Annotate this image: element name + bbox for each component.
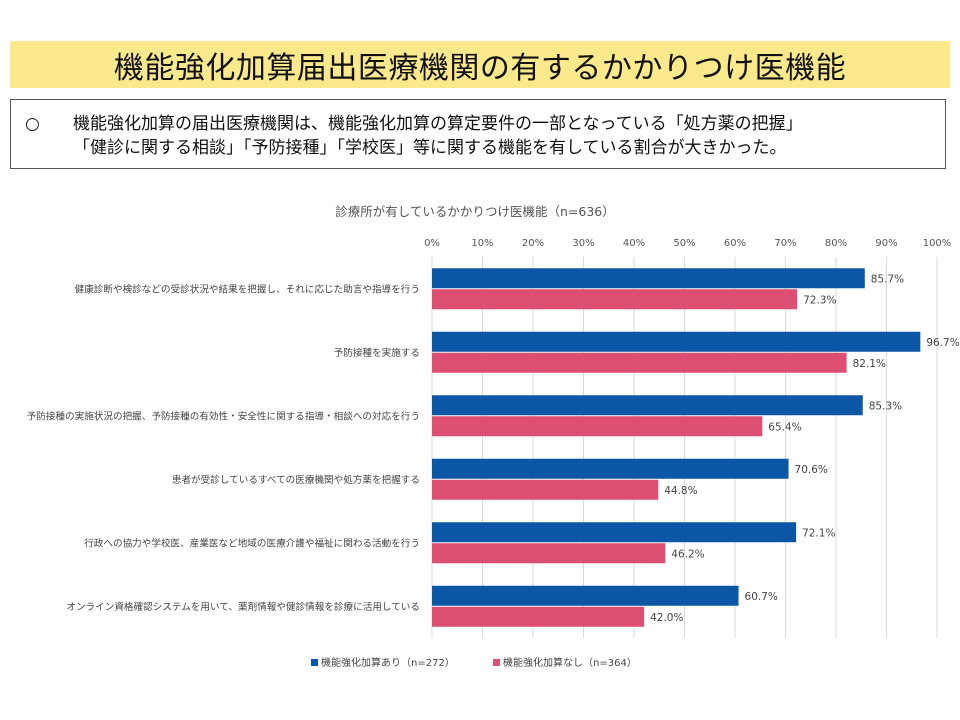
summary-text-1: 機能強化加算の届出医療機関は、機能強化加算の算定要件の一部となっている「処方薬の… — [73, 114, 803, 134]
bar — [432, 352, 847, 373]
x-tick-label: 20% — [522, 238, 544, 249]
data-label: 42.0% — [650, 612, 683, 624]
category-labels: 健康診断や検診などの受診状況や結果を把握し、それに応じた助言や指導を行う予防接種… — [27, 283, 420, 613]
x-tick-label: 40% — [623, 238, 645, 249]
data-label: 70.6% — [795, 464, 828, 476]
x-tick-label: 100% — [923, 238, 952, 249]
bar — [432, 606, 645, 627]
bar — [432, 289, 798, 310]
data-label: 44.8% — [664, 485, 697, 497]
category-label: 予防接種の実施状況の把握、予防接種の有効性・安全性に関する指導・相談への対応を行… — [27, 410, 420, 422]
chart-title: 診療所が有しているかかりつけ医機能（n=636） — [335, 204, 615, 219]
category-label: 健康診断や検診などの受診状況や結果を把握し、それに応じた助言や指導を行う — [75, 283, 420, 295]
bar — [432, 522, 797, 543]
summary-box: ○ 機能強化加算の届出医療機関は、機能強化加算の算定要件の一部となっている「処方薬… — [10, 99, 946, 169]
bullet-icon: ○ — [25, 114, 40, 134]
category-label: 予防接種を実施する — [334, 347, 420, 359]
data-label: 85.3% — [869, 400, 902, 412]
x-tick-label: 70% — [774, 238, 796, 249]
x-tick-label: 10% — [471, 238, 493, 249]
data-label: 46.2% — [671, 548, 704, 560]
bar — [432, 331, 921, 352]
bar — [432, 268, 865, 289]
page-title: 機能強化加算届出医療機関の有するかかりつけ医機能 — [113, 50, 847, 86]
bar — [432, 416, 763, 437]
title-band: 機能強化加算届出医療機関の有するかかりつけ医機能 — [10, 41, 950, 88]
legend-label: 機能強化加算あり（n=272） — [321, 656, 455, 669]
bar — [432, 395, 863, 416]
x-tick-label: 80% — [825, 238, 847, 249]
bar — [432, 543, 666, 564]
bars-group: 85.7% 72.3% 96.7% 82.1% 85.3% 65.4% 70.6% 44.8%… — [432, 268, 960, 627]
category-label: オンライン資格確認システムを用いて、薬剤情報や健診情報を診療に活用している — [66, 601, 420, 613]
category-label: 患者が受診しているすべての医療機関や処方薬を把握する — [172, 474, 420, 486]
x-axis-ticks: 0% 10% 20% 30% 40% 50% 60% 70% 80% 90% 100% — [424, 238, 951, 249]
x-tick-label: 50% — [673, 238, 695, 249]
data-label: 65.4% — [768, 421, 801, 433]
x-tick-label: 60% — [724, 238, 746, 249]
x-tick-label: 90% — [875, 238, 897, 249]
legend-swatch — [311, 659, 318, 666]
data-label: 96.7% — [926, 337, 959, 349]
bar — [432, 479, 659, 500]
data-label: 60.7% — [745, 591, 778, 603]
summary-line-1: ○ 機能強化加算の届出医療機関は、機能強化加算の算定要件の一部となっている「処方薬… — [25, 112, 931, 136]
legend: 機能強化加算あり（n=272） 機能強化加算なし（n=364） — [311, 656, 637, 669]
data-label: 72.3% — [803, 294, 836, 306]
legend-label: 機能強化加算なし（n=364） — [503, 656, 637, 669]
chart-grid — [431, 257, 938, 638]
summary-line-2: 「健診に関する相談」「予防接種」「学校医」等に関する機能を有している割合が大きか… — [73, 138, 787, 158]
category-label: 行政への協力や学校医、産業医など地域の医療介護や福祉に関わる活動を行う — [84, 537, 420, 549]
bar — [432, 458, 789, 479]
legend-swatch — [493, 659, 500, 666]
x-tick-label: 0% — [424, 238, 440, 249]
data-label: 85.7% — [871, 273, 904, 285]
x-tick-label: 30% — [572, 238, 594, 249]
data-label: 72.1% — [802, 527, 835, 539]
bar — [432, 585, 739, 606]
data-label: 82.1% — [853, 358, 886, 370]
